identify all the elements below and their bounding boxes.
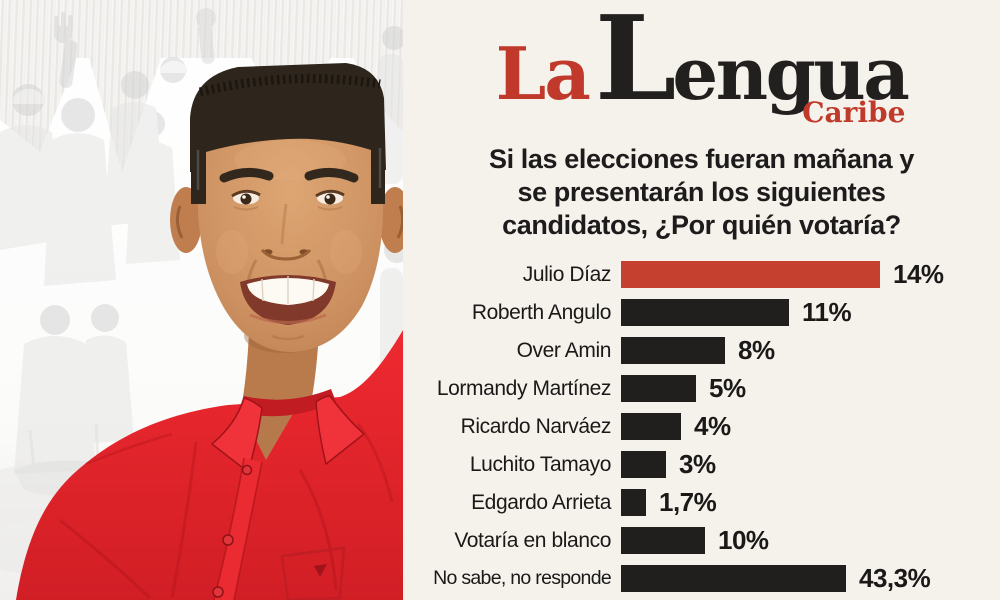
result-bar bbox=[621, 489, 646, 517]
candidate-photo-art bbox=[0, 0, 403, 600]
result-bar bbox=[621, 337, 725, 365]
result-value: 5% bbox=[709, 373, 746, 404]
bar-track: 43,3% bbox=[621, 563, 1000, 594]
brand-logo: La L engua Caribe bbox=[496, 0, 910, 129]
candidate-label: Lormandy Martínez bbox=[436, 376, 612, 400]
candidate-photo bbox=[0, 0, 403, 600]
poll-question-line-3: candidatos, ¿Por quién votaría? bbox=[502, 209, 901, 240]
candidate-label: No sabe, no responde bbox=[433, 567, 612, 590]
result-value: 43,3% bbox=[859, 563, 931, 594]
result-value: 1,7% bbox=[659, 487, 717, 518]
red-shirt bbox=[16, 330, 403, 600]
bar-track: 5% bbox=[621, 373, 1000, 404]
candidate-label: Votaría en blanco bbox=[454, 528, 611, 552]
poll-question-line-2: se presentarán los siguientes bbox=[517, 176, 886, 207]
result-bar bbox=[621, 413, 681, 441]
bar-track: 3% bbox=[621, 449, 1000, 480]
chart-row: Ricardo Narváez 4% bbox=[406, 408, 1000, 446]
candidate-label: Luchito Tamayo bbox=[469, 452, 612, 476]
chart-row: Edgardo Arrieta 1,7% bbox=[406, 484, 1000, 522]
bar-track: 1,7% bbox=[621, 487, 1000, 518]
chart-row: Julio Díaz 14% bbox=[406, 256, 1000, 294]
candidate-label: Julio Díaz bbox=[522, 262, 612, 286]
logo-word-engua: engua bbox=[672, 31, 910, 116]
chart-row: Over Amin 8% bbox=[406, 332, 1000, 370]
result-value: 3% bbox=[679, 449, 716, 480]
result-bar bbox=[621, 565, 846, 593]
chart-row: Roberth Angulo 11% bbox=[406, 294, 1000, 332]
bar-track: 8% bbox=[621, 335, 1000, 366]
logo-word-la: La bbox=[495, 31, 591, 116]
brand-logo-wordmark: La L engua bbox=[496, 0, 910, 127]
result-bar bbox=[621, 299, 789, 327]
smile bbox=[240, 275, 336, 341]
bar-track: 10% bbox=[621, 525, 1000, 556]
candidate-label: Ricardo Narváez bbox=[460, 414, 612, 438]
poll-question-line-1: Si las elecciones fueran mañana y bbox=[488, 144, 914, 174]
logo-subtitle: Caribe bbox=[802, 96, 906, 129]
eyes bbox=[231, 189, 345, 211]
chart-row: No sabe, no responde 43,3% bbox=[406, 560, 1000, 598]
candidate-label: Over Amin bbox=[516, 338, 612, 362]
result-bar bbox=[621, 527, 705, 555]
hair bbox=[190, 63, 386, 204]
bar-track: 11% bbox=[621, 297, 1000, 328]
candidate-label: Edgardo Arrieta bbox=[471, 490, 611, 514]
logo-initial-l: L bbox=[594, 0, 677, 127]
chart-row: Votaría en blanco 10% bbox=[406, 522, 1000, 560]
result-value: 8% bbox=[738, 335, 775, 366]
result-value: 4% bbox=[694, 411, 731, 442]
poll-chart: Julio Díaz 14% Roberth Angulo 11% Over Amin 8… bbox=[403, 256, 1000, 598]
content-panel: La L engua Caribe Si las elecciones fuer… bbox=[403, 0, 1000, 600]
result-bar bbox=[621, 375, 696, 403]
result-value: 11% bbox=[802, 297, 852, 328]
poll-question: Si las elecciones fueran mañana y se pre… bbox=[489, 143, 914, 242]
bar-track: 14% bbox=[621, 259, 1000, 290]
result-bar bbox=[621, 451, 666, 479]
result-value: 10% bbox=[718, 525, 769, 556]
result-value: 14% bbox=[893, 259, 944, 290]
result-bar bbox=[621, 261, 880, 289]
chart-row: Lormandy Martínez 5% bbox=[406, 370, 1000, 408]
candidate-label: Roberth Angulo bbox=[471, 300, 612, 324]
candidate-figure bbox=[170, 63, 403, 424]
bar-track: 4% bbox=[621, 411, 1000, 442]
chart-row: Luchito Tamayo 3% bbox=[406, 446, 1000, 484]
